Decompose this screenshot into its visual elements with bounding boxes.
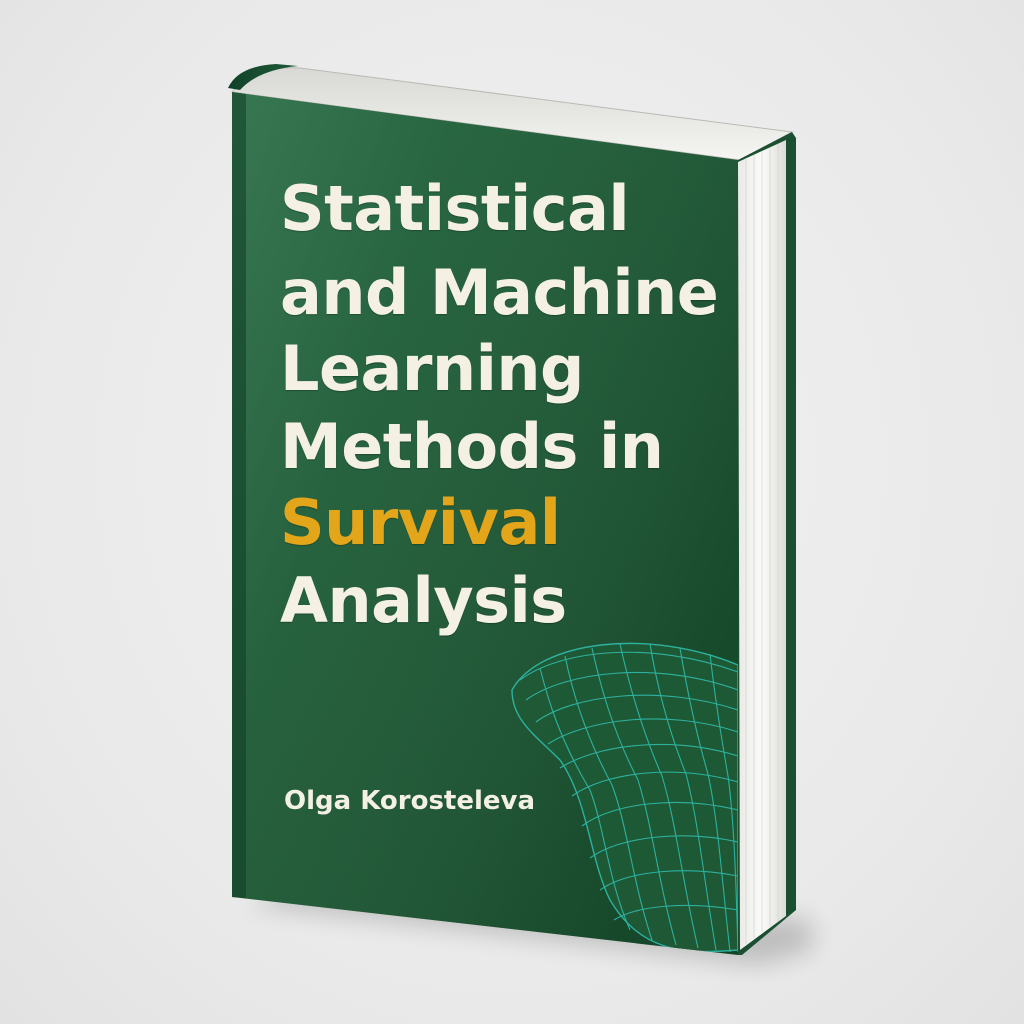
- page-lines: [745, 144, 779, 944]
- spine-top: [228, 64, 298, 90]
- wireframe-surface-icon: [511, 642, 738, 953]
- cover-hinge: [232, 92, 246, 898]
